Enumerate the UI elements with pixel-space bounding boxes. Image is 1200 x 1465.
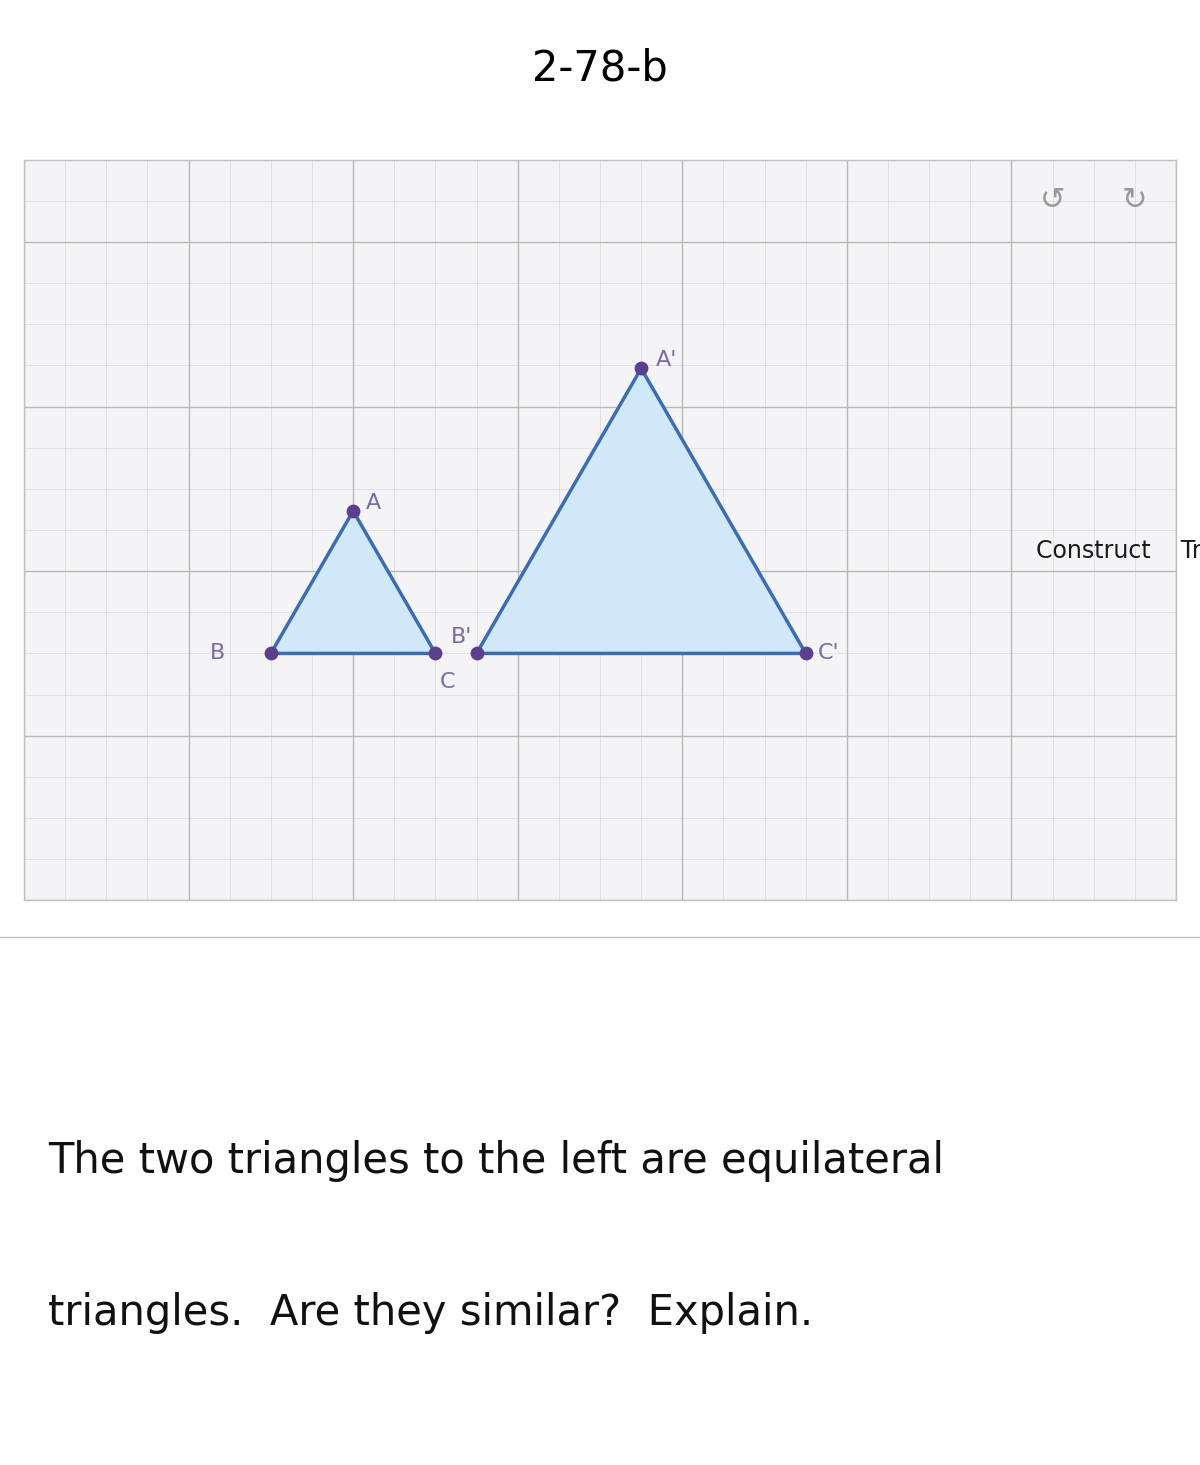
Text: Construct    Transform: Construct Transform [1037, 539, 1200, 563]
Point [262, 642, 281, 665]
Text: ↻: ↻ [1122, 186, 1147, 215]
Text: A': A' [656, 350, 677, 371]
Text: C': C' [818, 643, 840, 664]
Text: C: C [439, 672, 455, 693]
Polygon shape [476, 368, 805, 653]
Text: The two triangles to the left are equilateral: The two triangles to the left are equila… [48, 1140, 944, 1181]
Point [467, 642, 486, 665]
Text: B': B' [451, 627, 473, 648]
Point [426, 642, 445, 665]
Text: triangles.  Are they similar?  Explain.: triangles. Are they similar? Explain. [48, 1292, 814, 1333]
Polygon shape [271, 511, 436, 653]
Text: 2-78-b: 2-78-b [532, 48, 668, 89]
Text: B: B [210, 643, 226, 664]
Text: ↺: ↺ [1040, 186, 1066, 215]
Point [796, 642, 815, 665]
Text: A: A [366, 492, 380, 513]
Point [343, 500, 362, 523]
Point [631, 356, 650, 379]
